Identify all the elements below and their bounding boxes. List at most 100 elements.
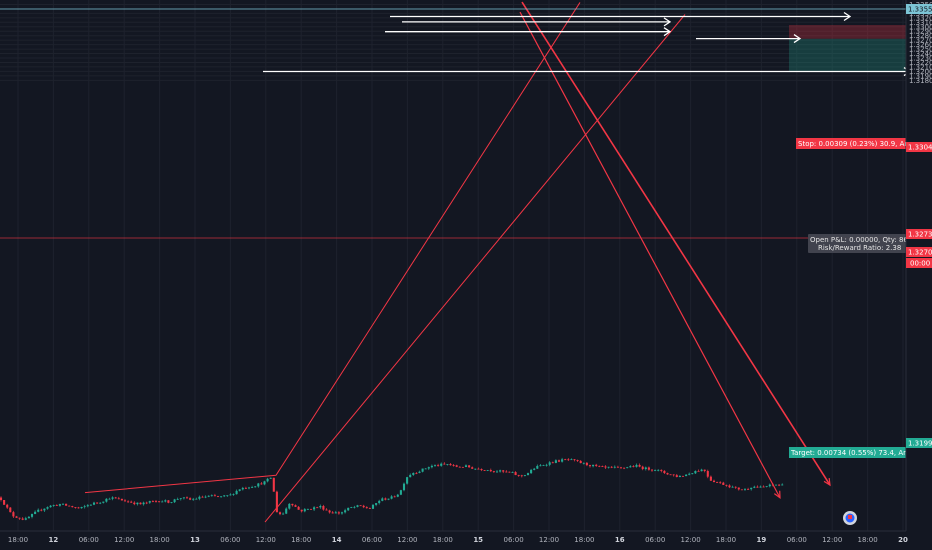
candle-body [362,505,365,508]
candle-body [548,462,551,465]
candle-body [381,498,384,501]
candle-body [340,512,344,514]
replay-icon[interactable] [843,511,857,525]
candle-body [328,510,331,513]
time-axis[interactable]: 18:00 12 06:00 12:00 18:00 13 06:00 12:00 18:00 1… [0,530,932,550]
target-price-tag [906,438,932,448]
candle-body [334,512,337,514]
candle-body [393,496,396,498]
candle-body [424,468,427,470]
candle-body [182,497,185,499]
candle-body [409,474,412,478]
candle-body [154,501,158,502]
trend-line[interactable] [519,11,781,499]
candle-body [92,502,96,505]
trend-line[interactable] [264,14,686,523]
candle-body [210,495,213,497]
candle-body [238,489,241,491]
candle-body [282,513,285,515]
position-info-box[interactable]: Open P&L: 0.00000, Qty: 86900 Risk/Rewar… [808,234,921,253]
candle-body [418,471,421,473]
countdown-value: 00:00 [910,260,930,268]
price-tick-label: 1.32800 [909,32,932,40]
candle-body [173,499,176,503]
candle-body [3,500,6,505]
candle-body [83,506,86,508]
entry-price-tag [906,229,932,239]
stop-label: Stop: 0.00309 (0.23%) 30.9, Amount: 750 [796,138,932,149]
candle-body [139,502,142,505]
time-tick-label: 18:00 [291,536,311,544]
horizontal-arrows[interactable] [263,11,912,77]
trend-line[interactable] [521,1,831,486]
reward-zone[interactable] [789,38,906,72]
candle-body [201,496,204,498]
candle-body [427,467,430,469]
candle-body [285,508,288,514]
candle-body [216,496,220,497]
risk-zone[interactable] [789,24,906,39]
candle-body [189,498,192,500]
candle-body [89,504,92,506]
time-tick-label: 18:00 [433,536,453,544]
candle-body [703,469,706,472]
price-tick-label: 1.33100 [909,19,932,27]
candle-body [368,508,371,509]
candle-body [706,471,709,477]
candle-body [21,518,24,520]
candle-body [461,466,464,468]
price-tick-label: 1.32600 [909,41,932,49]
candle-body [719,482,722,484]
candle-body [384,498,387,500]
candle-body [136,502,139,505]
candle-body [616,466,619,468]
candle-body [567,459,570,461]
candle-body [192,498,195,500]
candle-body [678,475,681,477]
time-tick-label: 16 [615,536,625,544]
last-price-value: 1.32704 [908,249,932,257]
candle-body [350,507,353,508]
candle-body [120,498,123,501]
last-price-tag [906,247,932,257]
candle-body [151,501,154,502]
trend-line[interactable] [84,2,581,494]
horizontal-arrow-head [843,11,852,22]
candle-body [161,501,164,503]
candle-body [474,468,477,470]
candle-body [508,471,511,473]
candle-body [46,507,49,509]
target-text: Target: 0.00734 (0.55%) 73.4, Amount: 15… [790,449,932,457]
trend-arrow-head [773,490,781,499]
candle-body [375,503,378,505]
candle-body [27,516,30,519]
candle-body [641,466,644,470]
candle-body [294,505,297,507]
candle-body [709,476,712,481]
candle-body [669,474,672,476]
grid-lines [0,0,906,531]
candle-body [303,509,306,512]
price-tick-label: 1.31900 [909,72,932,80]
price-axis[interactable]: 1.335001.334001.333001.332001.331001.330… [905,0,932,550]
candle-body [452,465,455,466]
candle-body [585,462,588,466]
candle-body [685,474,688,477]
price-tick-label: 1.33000 [909,23,932,31]
candle-body [502,470,505,472]
candle-body [523,475,526,476]
candle-body [564,459,567,461]
candle-body [412,472,415,475]
candle-body [455,465,458,467]
time-tick-label: 06:00 [79,536,99,544]
time-tick-label: 18:00 [858,536,878,544]
candle-body [774,484,778,486]
time-tick-label: 12 [49,536,59,544]
candle-body [204,496,207,498]
candle-body [164,500,167,502]
candle-body [747,489,750,490]
trend-lines[interactable] [84,1,831,523]
time-tick-label: 12:00 [681,536,701,544]
time-tick-label: 06:00 [787,536,807,544]
